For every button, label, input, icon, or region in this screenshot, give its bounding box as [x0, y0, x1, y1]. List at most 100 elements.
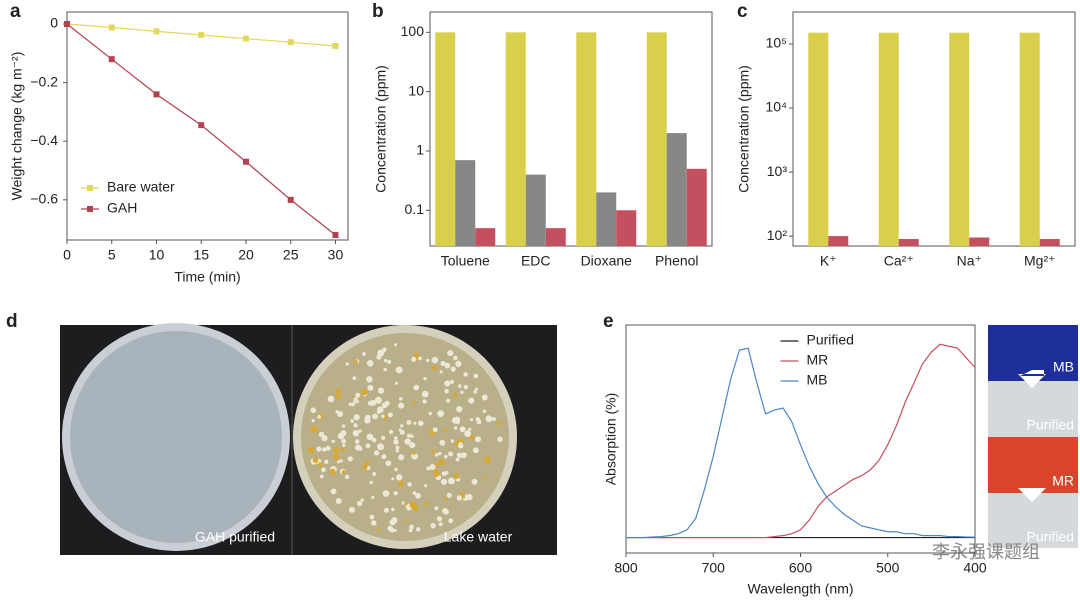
colony — [373, 450, 380, 456]
colony — [418, 356, 422, 361]
colony — [349, 506, 356, 513]
plot-frame — [66, 11, 349, 241]
x-tick-label: 25 — [283, 247, 299, 263]
colony — [474, 387, 479, 391]
colony — [393, 343, 398, 347]
colony — [371, 520, 377, 526]
colony — [391, 477, 395, 481]
y-tick-label: 10⁵ — [766, 35, 787, 51]
colony — [453, 355, 458, 361]
colony — [319, 474, 324, 479]
colony — [362, 464, 368, 470]
colony — [430, 522, 436, 529]
colony — [383, 367, 387, 372]
colony — [472, 447, 479, 454]
arrow — [1018, 488, 1046, 502]
colony — [426, 358, 430, 363]
colony — [389, 527, 395, 533]
colony — [473, 373, 479, 379]
colony — [497, 421, 502, 426]
y-tick-label: 10⁴ — [765, 99, 787, 115]
colony — [335, 394, 341, 400]
colony — [413, 352, 420, 359]
colony — [325, 445, 331, 451]
colony — [381, 435, 386, 440]
bar — [455, 160, 476, 246]
colony — [398, 454, 405, 461]
colony — [409, 442, 416, 449]
colony — [381, 402, 388, 409]
legend-label: MR — [807, 352, 829, 368]
colony — [439, 439, 446, 446]
colony — [340, 446, 345, 452]
colony — [333, 446, 339, 453]
colony — [440, 478, 448, 485]
colony — [366, 375, 373, 383]
colony — [455, 457, 460, 462]
colony — [432, 365, 438, 371]
colony — [395, 445, 400, 450]
x-tick-label: 800 — [614, 560, 638, 576]
bar — [898, 239, 919, 246]
colony — [318, 431, 325, 438]
colony — [421, 390, 429, 398]
x-axis-label: Time (min) — [174, 269, 240, 285]
colony — [372, 471, 377, 476]
colony — [364, 414, 371, 421]
colony — [412, 400, 416, 405]
colony — [466, 494, 473, 501]
bar — [828, 236, 849, 246]
colony — [450, 366, 456, 372]
image-label: MB — [1053, 359, 1074, 375]
colony — [485, 415, 493, 423]
colony — [476, 419, 482, 425]
colony — [464, 430, 472, 438]
colony — [332, 453, 340, 460]
colony — [399, 424, 404, 428]
marker — [242, 35, 249, 42]
colony — [376, 410, 381, 414]
colony — [384, 358, 388, 363]
colony — [358, 429, 362, 433]
colony — [458, 384, 462, 388]
colony — [389, 519, 396, 526]
colony — [463, 372, 468, 377]
colony — [381, 454, 387, 460]
colony — [456, 495, 463, 501]
bar — [475, 228, 496, 246]
colony — [483, 456, 491, 464]
colony — [350, 419, 355, 423]
x-tick-label: Na⁺ — [957, 253, 982, 269]
y-axis-label: Concentration (ppm) — [373, 65, 389, 193]
colony — [413, 384, 420, 391]
panel-label: e — [603, 311, 614, 332]
colony — [453, 426, 458, 430]
colony — [342, 443, 346, 448]
bar — [525, 174, 546, 246]
colony — [321, 435, 328, 442]
colony — [369, 480, 373, 485]
marker — [153, 28, 160, 35]
image-label: Purified — [1027, 417, 1074, 433]
colony — [399, 397, 403, 401]
colony — [394, 381, 399, 385]
colony — [404, 438, 411, 445]
colony — [311, 418, 315, 423]
colony — [417, 420, 424, 427]
colony — [377, 387, 385, 394]
colony — [428, 411, 432, 416]
y-tick-label: 0.1 — [405, 201, 425, 217]
colony — [357, 397, 361, 401]
colony — [391, 507, 395, 512]
colony — [327, 395, 335, 403]
colony — [350, 402, 355, 407]
colony — [362, 352, 366, 356]
colony — [371, 495, 375, 500]
colony — [444, 496, 449, 501]
colony — [358, 446, 363, 451]
x-tick-label: 700 — [702, 560, 726, 576]
colony — [344, 474, 350, 480]
watermark: 李永强课题组 — [932, 542, 1040, 562]
colony — [312, 457, 319, 463]
colony — [399, 429, 405, 435]
